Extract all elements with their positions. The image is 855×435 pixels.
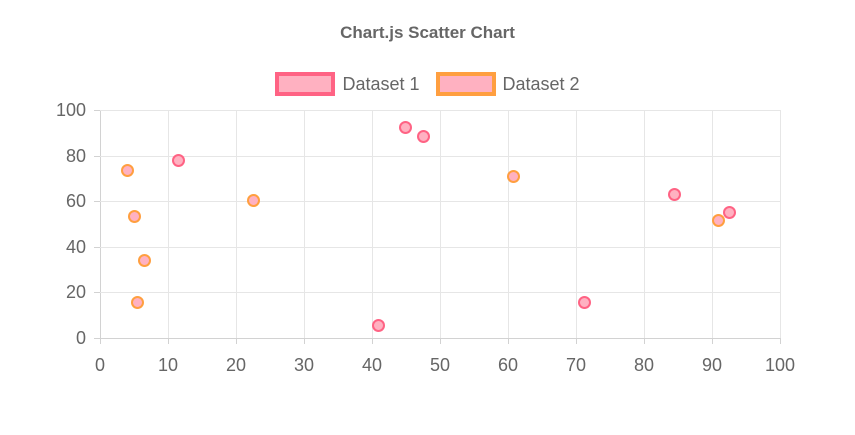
gridline-vertical	[372, 110, 373, 338]
y-tick-label: 0	[75, 328, 86, 348]
y-axis-tick	[94, 246, 100, 248]
x-tick-label: 10	[157, 355, 179, 375]
y-axis-tick	[94, 110, 100, 111]
scatter-point-dataset-2[interactable]	[506, 169, 520, 183]
scatter-point-dataset-1[interactable]	[578, 296, 592, 310]
legend-swatch	[275, 72, 336, 96]
gridline-horizontal	[100, 338, 780, 339]
x-tick-label: 70	[565, 355, 587, 375]
x-axis-tick	[236, 338, 237, 344]
y-tick-label: 100	[55, 100, 86, 120]
scatter-point-dataset-2[interactable]	[120, 163, 134, 177]
gridline-vertical	[780, 110, 781, 338]
scatter-point-dataset-1[interactable]	[171, 153, 185, 167]
x-axis-tick	[644, 338, 645, 344]
x-axis-tick	[780, 338, 781, 344]
x-tick-label: 60	[497, 355, 519, 375]
y-axis-tick	[94, 155, 100, 157]
gridline-horizontal	[100, 292, 780, 294]
x-tick-label: 80	[633, 355, 655, 375]
x-tick-label: 90	[701, 355, 723, 375]
legend-swatch	[435, 72, 496, 96]
chart-title: Chart.js Scatter Chart	[340, 23, 515, 42]
gridline-vertical	[508, 110, 509, 338]
x-tick-label: 40	[361, 355, 383, 375]
y-tick-label: 20	[65, 282, 86, 303]
scatter-point-dataset-1[interactable]	[668, 187, 682, 201]
y-axis-tick	[94, 338, 100, 339]
y-tick-label: 40	[65, 236, 86, 257]
gridline-horizontal	[100, 155, 780, 157]
scatter-point-dataset-2[interactable]	[712, 214, 726, 228]
x-axis-tick	[576, 338, 577, 344]
x-axis-tick	[168, 338, 169, 344]
scatter-point-dataset-2[interactable]	[137, 253, 151, 267]
legend-label: Dataset 2	[502, 74, 580, 94]
legend: Dataset 1 Dataset 2	[0, 72, 855, 96]
x-tick-label: 0	[94, 355, 106, 375]
x-axis-tick	[372, 338, 373, 344]
y-axis-tick	[94, 201, 100, 203]
gridline-vertical	[644, 110, 645, 338]
gridline-horizontal	[100, 246, 780, 248]
x-axis-tick	[100, 338, 101, 344]
scatter-point-dataset-1[interactable]	[398, 120, 412, 134]
x-tick-label: 30	[293, 355, 315, 375]
scatter-point-dataset-2[interactable]	[246, 193, 260, 207]
scatter-point-dataset-1[interactable]	[372, 318, 386, 332]
y-tick-label: 60	[65, 191, 86, 212]
legend-item-dataset-2[interactable]: Dataset 2	[435, 72, 580, 96]
gridline-vertical	[100, 110, 101, 338]
scatter-point-dataset-1[interactable]	[416, 129, 430, 143]
y-tick-label: 80	[65, 145, 86, 166]
legend-label: Dataset 1	[342, 74, 420, 94]
x-axis-tick	[508, 338, 509, 344]
scatter-point-dataset-2[interactable]	[127, 209, 141, 223]
scatter-point-dataset-2[interactable]	[130, 296, 144, 310]
x-tick-label: 20	[225, 355, 247, 375]
gridline-horizontal	[100, 201, 780, 203]
x-tick-label: 50	[429, 355, 451, 375]
x-axis-tick	[440, 338, 441, 344]
legend-item-dataset-1[interactable]: Dataset 1	[275, 72, 420, 96]
x-axis-tick	[304, 338, 305, 344]
gridline-vertical	[576, 110, 577, 338]
x-tick-label: 100	[764, 355, 796, 375]
gridline-vertical	[304, 110, 305, 338]
scatter-point-dataset-1[interactable]	[722, 206, 736, 220]
x-axis-tick	[712, 338, 713, 344]
gridline-vertical	[168, 110, 169, 338]
y-axis-tick	[94, 292, 100, 294]
gridline-vertical	[236, 110, 237, 338]
gridline-horizontal	[100, 110, 780, 111]
gridline-vertical	[440, 110, 441, 338]
